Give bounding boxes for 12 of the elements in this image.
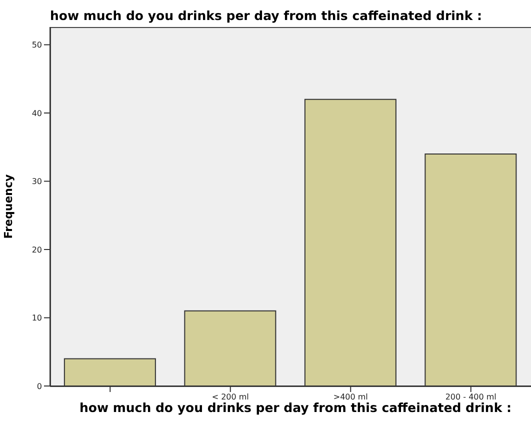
y-tick-label: 0 [36, 382, 42, 391]
y-tick-label: 50 [32, 40, 42, 50]
x-tick-label: 200 - 400 ml [445, 392, 496, 402]
x-axis-title: how much do you drinks per day from this caffeinated drink : [78, 400, 512, 415]
chart-title: how much do you drinks per day from this caffeinated drink : [50, 8, 482, 23]
y-tick-label: 10 [32, 314, 42, 323]
y-axis-title: Frequency [2, 174, 15, 239]
y-tick-label: 40 [32, 108, 42, 118]
y-tick-label: 30 [32, 177, 42, 186]
x-tick-label: >400 ml [333, 392, 368, 402]
y-tick-label: 20 [32, 245, 42, 254]
x-tick-label: < 200 ml [212, 392, 249, 402]
